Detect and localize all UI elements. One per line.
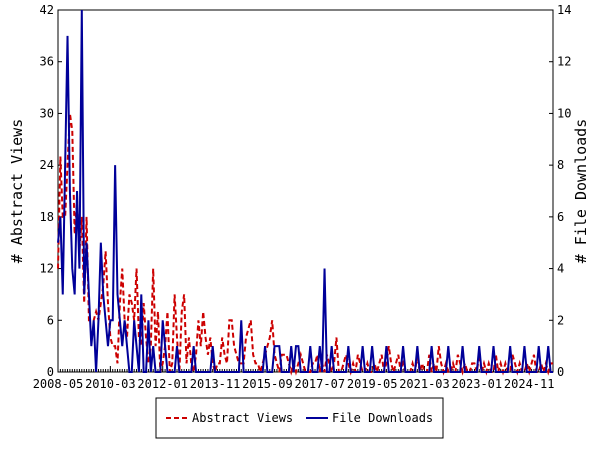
y-tick-label: 42 xyxy=(40,3,54,17)
y-tick-label: 24 xyxy=(40,158,54,172)
x-tick-label: 2017-07 xyxy=(294,377,345,391)
x-tick-label: 2013-11 xyxy=(190,377,241,391)
plot-frame xyxy=(57,9,554,373)
y-tick-label: 18 xyxy=(40,210,54,224)
y2-tick-label: 10 xyxy=(557,106,571,120)
y-axis-label: # Abstract Views xyxy=(8,119,26,264)
legend xyxy=(155,397,444,439)
x-tick-label: 2021-03 xyxy=(399,377,450,391)
y2-tick-label: 4 xyxy=(557,262,564,276)
y-tick-label: 6 xyxy=(47,313,54,327)
y-tick-label: 0 xyxy=(47,365,54,379)
series-line xyxy=(57,9,553,373)
x-tick-label: 2023-01 xyxy=(452,377,503,391)
y-tick-label: 36 xyxy=(40,55,54,69)
y2-tick-label: 12 xyxy=(557,55,571,69)
x-tick-label: 2019-05 xyxy=(347,377,398,391)
x-tick-label: 2008-05 xyxy=(33,377,84,391)
legend-label: Abstract Views xyxy=(192,411,293,425)
x-tick-label: 2012-01 xyxy=(137,377,188,391)
y-tick-label: 12 xyxy=(40,262,54,276)
legend-label: File Downloads xyxy=(332,411,433,425)
series-line xyxy=(57,113,553,376)
y-tick-label: 30 xyxy=(40,106,54,120)
y2-tick-label: 8 xyxy=(557,158,564,172)
y2-tick-label: 6 xyxy=(557,210,564,224)
y2-axis-label: # File Downloads xyxy=(572,119,590,264)
y2-tick-label: 14 xyxy=(557,3,571,17)
y2-tick-label: 0 xyxy=(557,365,564,379)
x-tick-label: 2024-11 xyxy=(504,377,555,391)
x-tick-label: 2010-03 xyxy=(85,377,136,391)
x-tick-label: 2015-09 xyxy=(242,377,293,391)
y2-tick-label: 2 xyxy=(557,313,564,327)
